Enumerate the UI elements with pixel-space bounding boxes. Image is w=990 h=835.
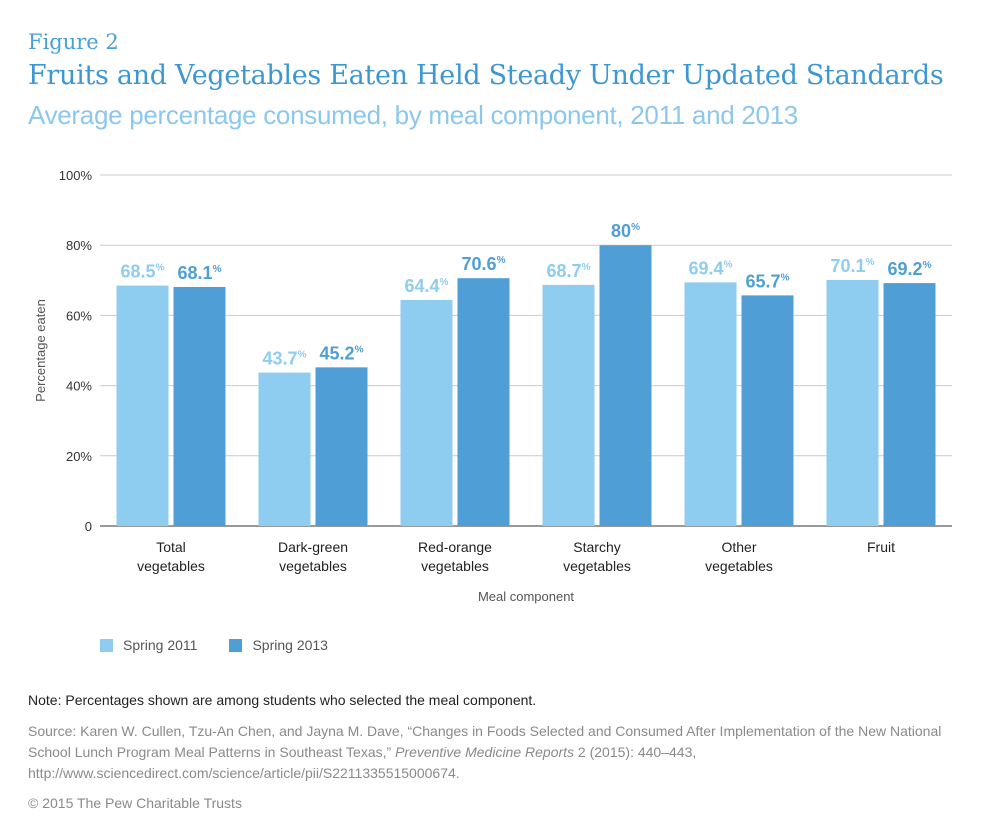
bar: [116, 285, 169, 526]
data-label: 69.4%: [689, 258, 733, 278]
x-tick-label: vegetables: [421, 558, 489, 574]
bar: [883, 283, 936, 526]
x-tick-label: vegetables: [137, 558, 205, 574]
source-journal: Preventive Medicine Reports: [395, 744, 575, 760]
x-tick-label: Red-orange: [418, 539, 492, 555]
data-label: 80%: [611, 221, 640, 241]
data-label: 69.2%: [888, 259, 932, 279]
x-tick-label: Total: [156, 539, 186, 555]
bar-chart: 0 20% 40% 60% 80% 100% Percentage eaten 68.5% 68…: [33, 168, 952, 604]
chart-note: Note: Percentages shown are among studen…: [28, 692, 537, 708]
data-label: 68.5%: [121, 262, 165, 282]
legend-swatch-spring-2013: [229, 638, 243, 652]
x-tick-label: Fruit: [867, 539, 895, 555]
legend-swatch-spring-2011: [100, 638, 113, 652]
x-tick-label: vegetables: [705, 558, 773, 574]
x-axis-title: Meal component: [478, 589, 574, 604]
y-tick-label: 60%: [66, 308, 92, 323]
bar: [258, 372, 311, 526]
chart-title: Fruits and Vegetables Eaten Held Steady …: [28, 60, 944, 91]
bar: [826, 279, 879, 526]
data-label: 45.2%: [320, 343, 364, 363]
data-label: 68.1%: [178, 263, 222, 283]
bar: [173, 286, 226, 526]
data-label: 64.4%: [405, 276, 449, 296]
data-label: 65.7%: [746, 271, 790, 291]
bar: [542, 284, 595, 526]
x-tick-label: Dark-green: [278, 539, 348, 555]
bar: [315, 367, 368, 526]
bar: [400, 299, 453, 526]
y-tick-label: 100%: [59, 168, 93, 183]
source-text-end: 2 (2015): 440–443, http://www.sciencedir…: [28, 744, 697, 781]
data-label: 70.6%: [462, 254, 506, 274]
bar: [684, 282, 737, 526]
legend: Spring 2011 Spring 2013: [100, 637, 360, 653]
x-tick-label: vegetables: [279, 558, 347, 574]
y-tick-label: 80%: [66, 238, 92, 253]
legend-label-spring-2011: Spring 2011: [123, 637, 198, 653]
y-tick-label: 40%: [66, 379, 92, 394]
source-text: Source: Karen W. Cullen, Tzu-An Chen, an…: [28, 723, 942, 760]
bar: [599, 245, 652, 526]
figure-label: Figure 2: [28, 30, 119, 54]
data-label: 68.7%: [547, 261, 591, 281]
chart-subtitle: Average percentage consumed, by meal com…: [28, 100, 798, 130]
data-label: 43.7%: [263, 349, 307, 369]
copyright: © 2015 The Pew Charitable Trusts: [28, 795, 242, 811]
data-label: 70.1%: [831, 256, 875, 276]
bar: [457, 278, 510, 526]
y-axis-title: Percentage eaten: [33, 299, 48, 402]
y-tick-label: 0: [85, 519, 92, 534]
legend-item-spring-2013: Spring 2013: [229, 637, 328, 653]
y-tick-label: 20%: [66, 449, 92, 464]
legend-label-spring-2013: Spring 2013: [252, 637, 328, 653]
x-tick-label: Other: [721, 539, 756, 555]
x-tick-label: Starchy: [573, 539, 620, 555]
legend-item-spring-2011: Spring 2011: [100, 637, 197, 653]
bar: [741, 295, 794, 526]
source-citation: Source: Karen W. Cullen, Tzu-An Chen, an…: [28, 721, 963, 784]
x-tick-label: vegetables: [563, 558, 631, 574]
